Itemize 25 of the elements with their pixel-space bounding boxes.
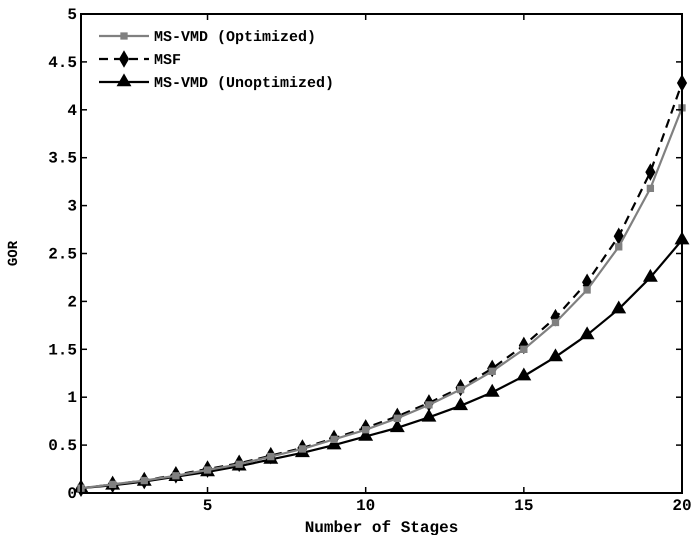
x-tick-label: 15 [514,497,534,515]
y-axis-title: GOR [6,240,22,266]
y-tick-label: 4.5 [48,54,77,72]
point [552,318,560,326]
y-tick-label: 0.5 [48,437,77,456]
legend-label: MS-VMD (Optimized) [154,29,316,46]
y-tick-label: 5 [67,6,77,24]
x-tick-label: 5 [202,497,212,515]
x-tick-label: 20 [672,497,692,515]
point [362,426,370,434]
y-tick-label: 3 [67,198,77,216]
y-tick-label: 3.5 [48,150,77,168]
y-tick-label: 2.5 [48,246,77,264]
y-tick-label: 2 [67,293,77,312]
point [583,286,591,294]
point [298,445,306,453]
point [646,184,654,192]
x-tick-label: 10 [356,497,376,515]
y-tick-label: 1 [67,389,77,408]
y-tick-label: 1.5 [48,341,77,360]
legend-label: MSF [154,52,182,69]
y-tick-label: 4 [67,102,78,120]
point [330,436,338,444]
point [615,243,622,250]
legend-label: MS-VMD (Unoptimized) [154,75,334,92]
